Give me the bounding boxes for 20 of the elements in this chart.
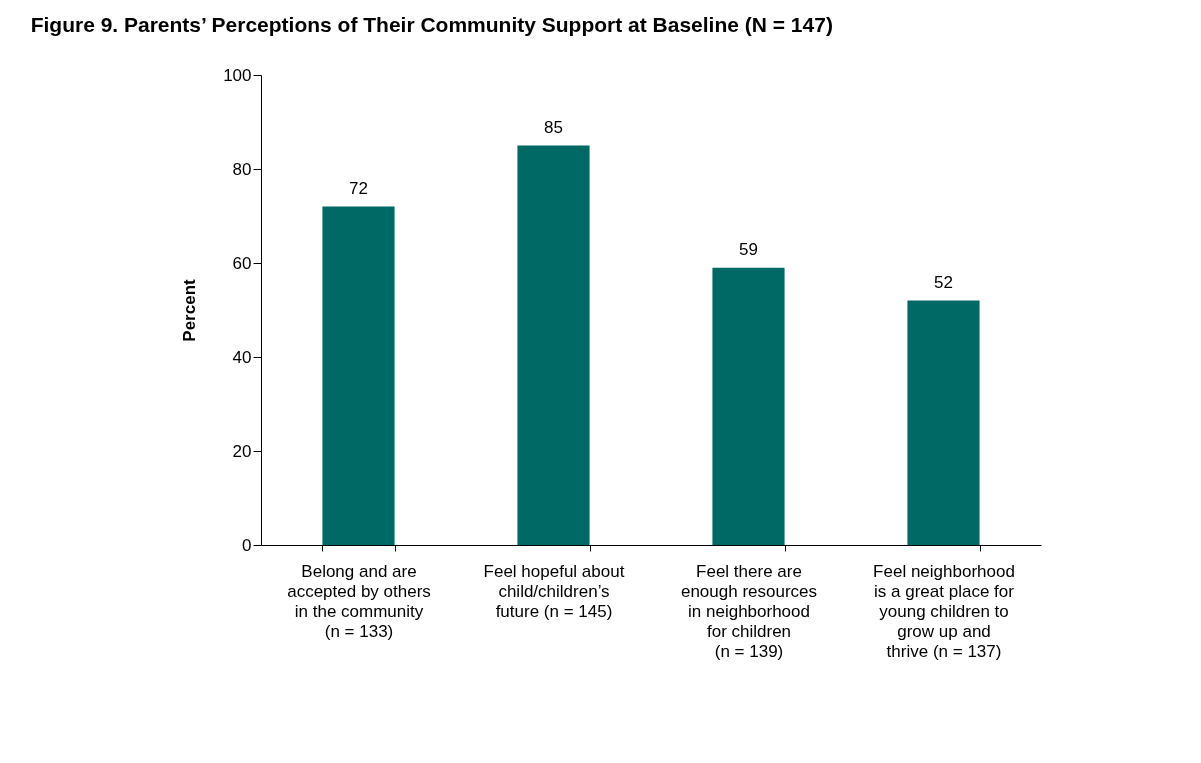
y-axis-title: Percent bbox=[180, 278, 200, 342]
bar bbox=[517, 145, 590, 545]
y-tick-label: 20 bbox=[232, 441, 252, 461]
x-tick-label: Feel there are enough resources in neighborhood for children (n = 139) bbox=[680, 561, 818, 661]
chart-title: Figure 9. Parents’ Perceptions of Their Community Support at Baseline (N = 147) bbox=[30, 13, 833, 36]
bar bbox=[907, 300, 980, 545]
y-tick-label: 40 bbox=[232, 347, 252, 367]
x-tick-label: Feel neighborhood is a great place for young children to grow up and thrive (n = 137) bbox=[873, 561, 1015, 661]
y-tick-label: 100 bbox=[223, 65, 252, 85]
data-label: 85 bbox=[544, 117, 563, 137]
y-tick-label: 60 bbox=[232, 253, 252, 273]
x-tick-label: Feel hopeful about child/children’s future (n = 145) bbox=[483, 561, 625, 621]
bar bbox=[322, 206, 395, 545]
data-label: 72 bbox=[349, 178, 368, 198]
data-label: 59 bbox=[739, 239, 758, 259]
y-tick-label: 0 bbox=[242, 535, 252, 555]
data-label: 52 bbox=[934, 272, 953, 292]
bar bbox=[712, 267, 785, 545]
x-tick-label: Belong and are accepted by others in the community (n = 133) bbox=[287, 561, 431, 641]
y-tick-label: 80 bbox=[232, 159, 252, 179]
